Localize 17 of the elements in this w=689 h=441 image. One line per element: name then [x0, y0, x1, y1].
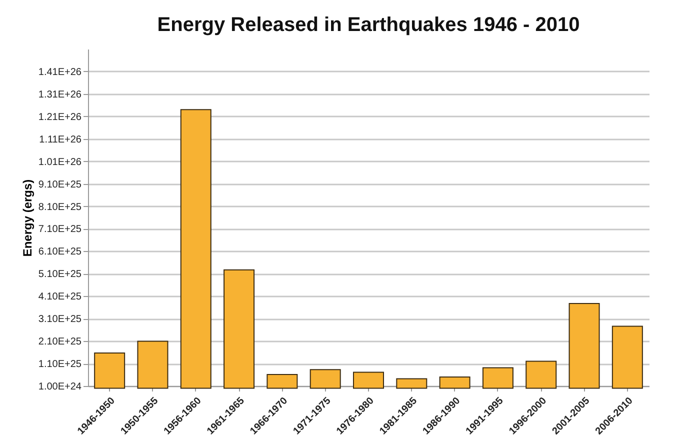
y-tick-label: 1.00E+24 — [38, 382, 82, 392]
y-tick-label: 1.11E+26 — [39, 134, 82, 146]
y-tick-label: 1.01E+26 — [38, 156, 82, 168]
y-tick-label: 6.10E+25 — [38, 246, 82, 258]
y-tick-label: 1.31E+26 — [38, 89, 82, 100]
y-tick-label: 4.10E+25 — [38, 292, 82, 303]
y-tick-label: 1.21E+26 — [38, 112, 82, 123]
y-tick-label: 8.10E+25 — [38, 202, 82, 213]
y-tick-label: 5.10E+25 — [38, 269, 82, 280]
chart-title: Energy Released in Earthquakes 1946 - 2010 — [157, 14, 580, 36]
y-tick-label: 9.10E+25 — [38, 179, 82, 190]
y-tick-label: 7.10E+25 — [38, 224, 82, 236]
y-tick-label: 3.10E+25 — [38, 314, 82, 326]
y-tick-label: 1.41E+26 — [38, 66, 82, 78]
y-tick-label: 1.10E+25 — [38, 359, 82, 370]
y-axis-title: Energy (ergs) — [20, 179, 34, 257]
y-tick-label: 2.10E+25 — [38, 336, 82, 348]
